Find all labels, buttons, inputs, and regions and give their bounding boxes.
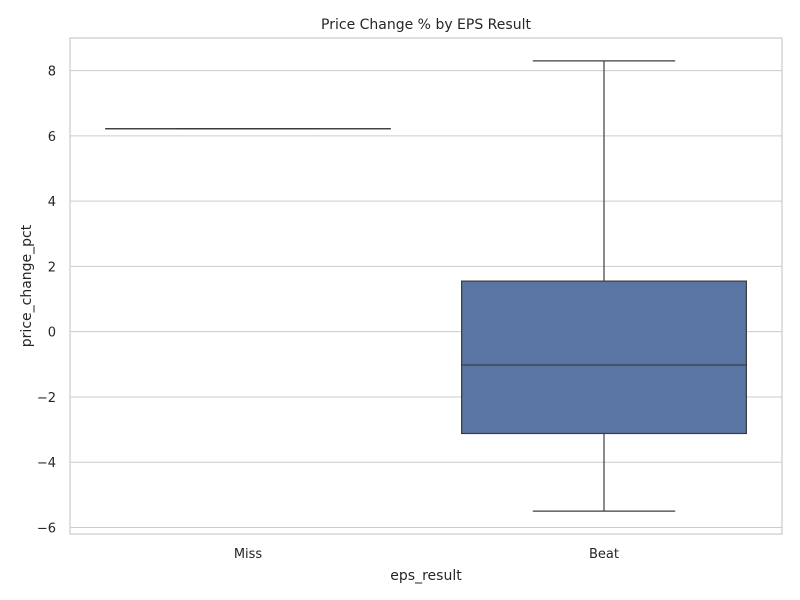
y-axis-label: price_change_pct [19, 224, 35, 347]
grid [70, 70, 782, 528]
x-tick-label: Beat [589, 547, 619, 562]
x-axis-label: eps_result [390, 568, 462, 584]
box-beat [461, 280, 747, 435]
y-tick-label: 0 [48, 326, 56, 341]
x-tick-label: Miss [234, 547, 263, 562]
y-tick-label: −2 [37, 391, 56, 406]
y-tick-label: 8 [48, 65, 56, 80]
chart-title: Price Change % by EPS Result [321, 17, 531, 33]
y-tick-label: −6 [37, 521, 56, 536]
boxes [104, 60, 747, 512]
x-tick-labels: Miss Beat [234, 547, 619, 562]
plot-frame [69, 37, 783, 535]
y-tick-label: 2 [48, 260, 56, 275]
y-tick-labels: −6 −4 −2 0 2 4 6 8 [37, 65, 56, 537]
y-tick-label: 4 [48, 195, 56, 210]
y-tick-label: 6 [48, 130, 56, 145]
y-tick-label: −4 [37, 456, 56, 471]
